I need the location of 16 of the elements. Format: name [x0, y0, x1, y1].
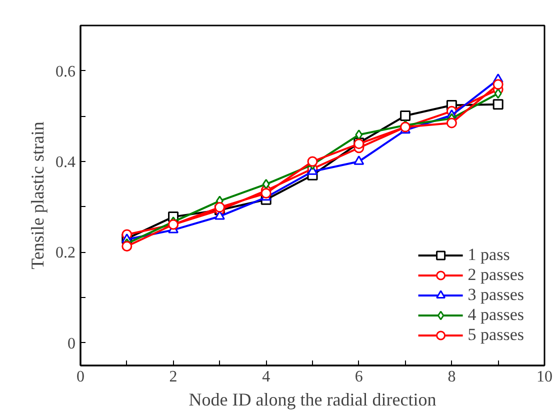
- y-tick-label: 0: [68, 335, 76, 352]
- legend-label: 1 pass: [468, 245, 510, 265]
- y-tick-label: 0.2: [56, 244, 76, 262]
- x-tick-label: 10: [536, 368, 552, 386]
- x-axis-title: Node ID along the radial direction: [188, 390, 436, 410]
- x-tick-label: 6: [354, 368, 363, 386]
- x-tick-label: 8: [448, 368, 456, 386]
- y-tick-label: 0.6: [56, 63, 76, 80]
- y-axis-title: Tensile plastic strain: [28, 122, 48, 270]
- legend-label: 2 passes: [468, 265, 524, 285]
- x-tick-label: 4: [262, 368, 270, 386]
- y-tick-label: 0.4: [56, 154, 76, 171]
- x-tick-label: 2: [169, 368, 178, 386]
- legend-label: 4 passes: [468, 305, 524, 325]
- legend-label: 5 passes: [468, 325, 524, 345]
- legend-label: 3 passes: [468, 285, 524, 305]
